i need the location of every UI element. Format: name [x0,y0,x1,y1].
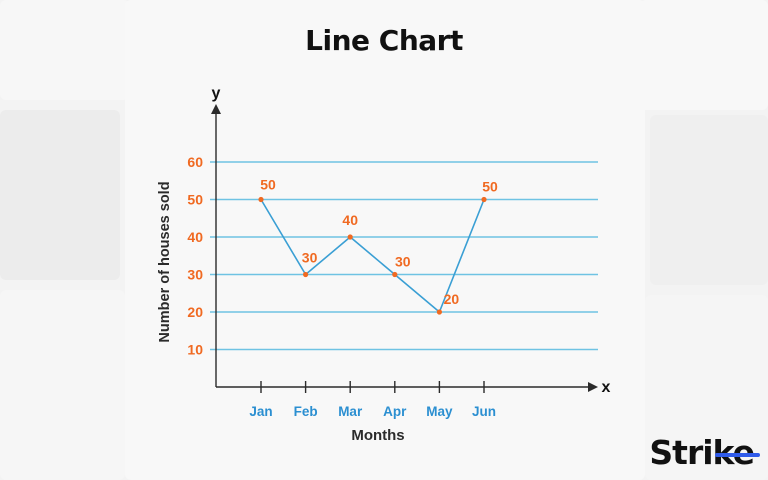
y-tick-label: 40 [187,229,203,245]
data-point [481,196,487,203]
data-point [392,271,398,278]
data-label: 50 [482,179,498,195]
y-tick-label: 30 [187,267,203,283]
series-line [260,199,485,313]
brand-arrow-icon [714,453,760,458]
y-tick-label: 60 [187,154,203,170]
background-tile [645,295,768,480]
data-label: 40 [342,212,358,228]
x-tick-label: Apr [383,404,407,419]
brand-name-tail: ke [713,433,760,472]
background-tile [125,0,645,480]
background-tile [650,115,768,285]
background-tile [0,290,125,480]
background-tile [0,110,120,280]
data-label: 50 [260,177,276,193]
x-tick-label: Mar [338,404,363,419]
data-point [347,234,353,240]
y-tick-label: 20 [187,304,203,320]
data-label: 20 [444,291,460,307]
y-axis-title: Number of houses sold [157,181,173,342]
brand-logo: Strike [649,433,760,472]
chart-title: Line Chart [305,24,463,57]
y-axis-arrow-icon [211,104,221,114]
x-axis-arrow-icon [588,382,598,392]
x-axis-letter: x [602,379,611,396]
y-axis-letter: y [212,85,221,102]
background-tile [640,0,768,110]
x-tick-label: May [426,404,453,419]
y-tick-label: 50 [187,192,203,208]
data-point [303,271,309,278]
background-tile [0,0,130,100]
x-tick-label: Feb [294,404,318,419]
data-label: 30 [395,254,411,270]
brand-name-main: Stri [649,433,713,472]
x-tick-label: Jun [472,404,496,419]
data-point [436,309,442,315]
x-tick-label: Jan [249,404,272,419]
data-label: 30 [302,250,318,266]
y-tick-label: 10 [187,342,203,358]
data-point [258,196,264,203]
x-axis-title: Months [351,427,404,444]
